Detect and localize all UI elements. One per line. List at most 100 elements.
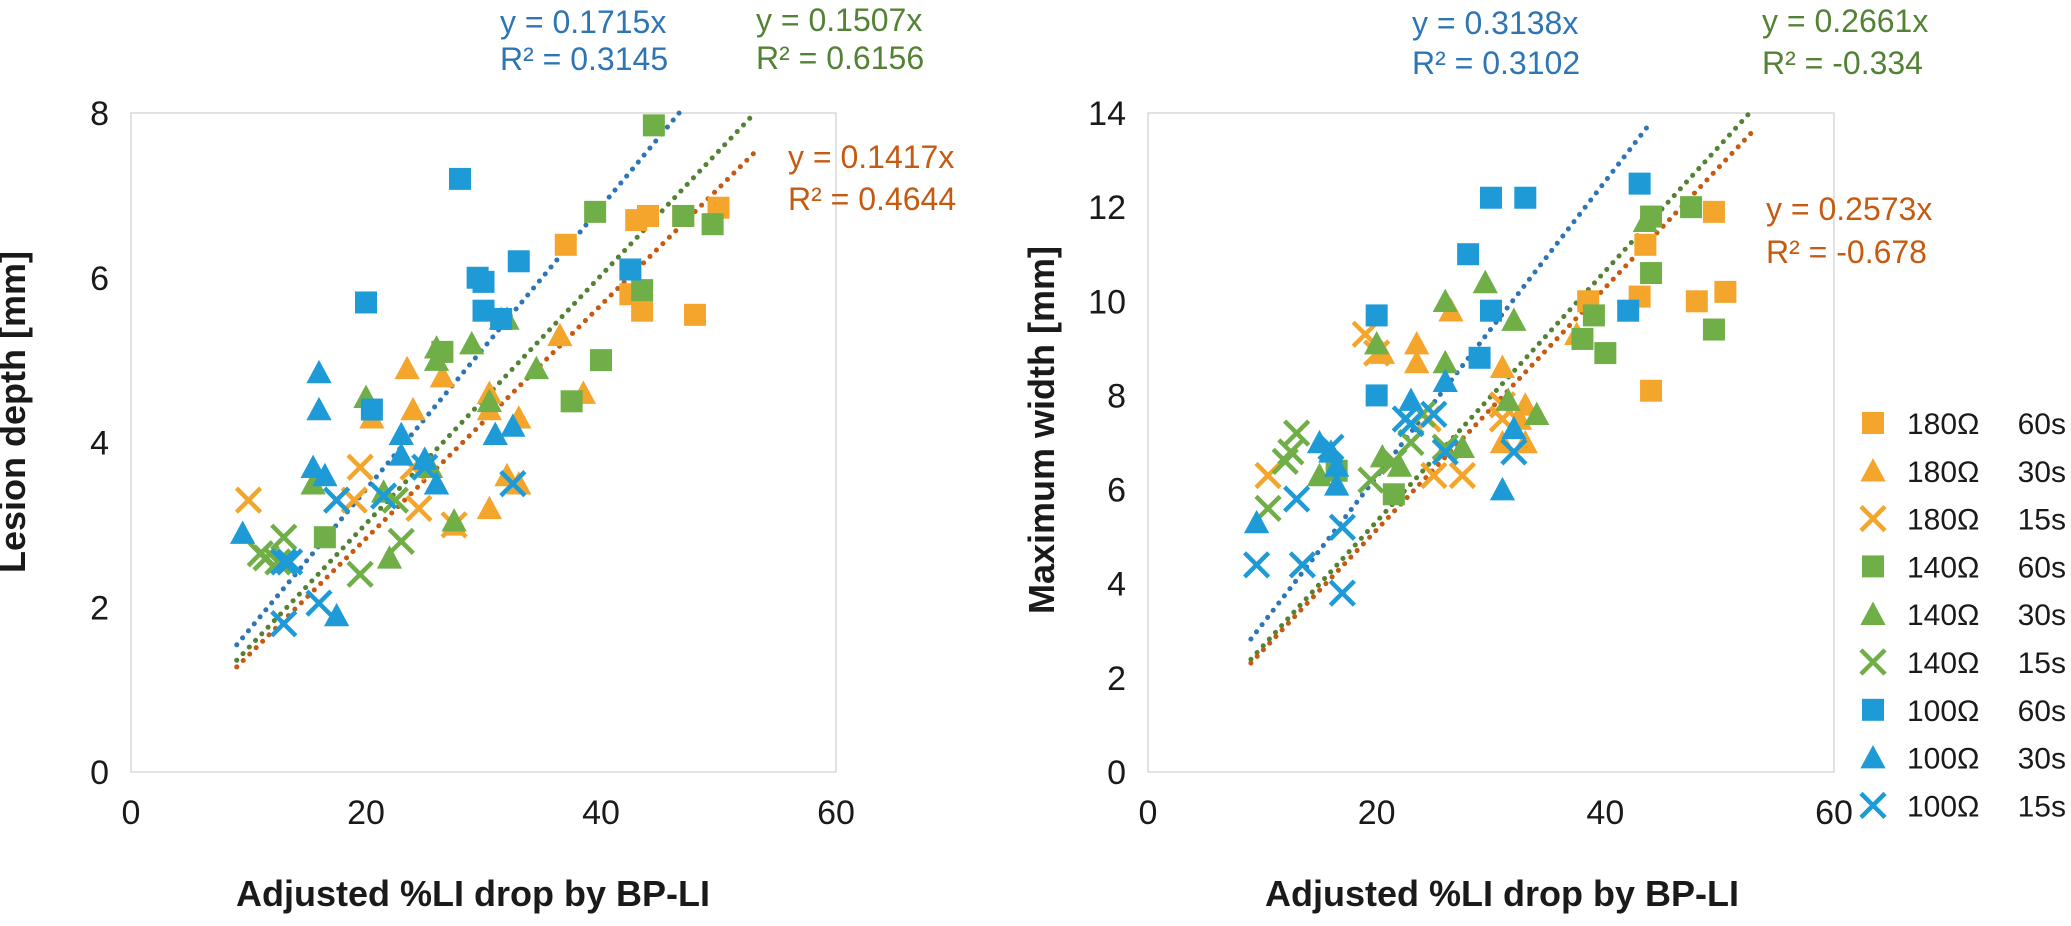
legend-marker bbox=[1862, 412, 1884, 434]
data-point-140-15s bbox=[1254, 494, 1282, 523]
data-point-180-30s bbox=[547, 322, 573, 347]
y-tick-label: 0 bbox=[1107, 754, 1126, 792]
data-point-180-30s bbox=[506, 471, 532, 495]
legend-item: 140Ω 60s bbox=[1862, 551, 2066, 584]
data-point-180-60s bbox=[631, 299, 654, 322]
data-point-100-30s bbox=[1398, 387, 1424, 411]
data-point-180-30s bbox=[394, 355, 420, 380]
legend-duration: 30s bbox=[2018, 743, 2066, 776]
legend-resistance: 100Ω bbox=[1907, 743, 1979, 776]
data-point-140-60s bbox=[631, 279, 654, 302]
data-point-100-60s bbox=[1480, 299, 1502, 322]
legend-resistance: 100Ω bbox=[1907, 790, 1979, 823]
y-tick-label: 2 bbox=[1107, 660, 1126, 698]
data-point-140-30s bbox=[423, 347, 450, 371]
r2-180: R² = 0.4644 bbox=[788, 181, 956, 217]
legend-resistance: 140Ω bbox=[1907, 599, 1979, 632]
data-point-180-60s bbox=[1685, 290, 1708, 313]
data-point-180-30s bbox=[400, 396, 426, 421]
x-axis-title: Adjusted %LI drop by BP-LI bbox=[1265, 873, 1739, 914]
r2-140: R² = -0.334 bbox=[1762, 45, 1923, 81]
data-point-100-15s bbox=[1242, 551, 1271, 579]
data-point-100-60s bbox=[490, 307, 513, 330]
data-point-100-30s bbox=[1501, 415, 1527, 440]
data-point-140-15s bbox=[1357, 466, 1385, 494]
y-tick-label: 0 bbox=[90, 754, 109, 792]
data-point-180-15s bbox=[346, 453, 374, 481]
data-point-140-60s bbox=[313, 526, 336, 549]
data-point-100-60s bbox=[507, 250, 530, 273]
y-tick-label: 4 bbox=[90, 425, 109, 463]
x-tick-label: 20 bbox=[1358, 794, 1396, 832]
legend-marker bbox=[1862, 555, 1884, 578]
data-point-140-30s bbox=[476, 388, 503, 413]
data-point-180-60s bbox=[684, 303, 706, 326]
data-point-100-30s bbox=[1324, 453, 1350, 477]
data-point-180-60s bbox=[1634, 233, 1657, 256]
y-tick-label: 4 bbox=[1107, 566, 1126, 604]
data-point-100-30s bbox=[482, 421, 508, 446]
data-point-140-30s bbox=[459, 331, 485, 355]
data-point-140-30s bbox=[1495, 387, 1521, 411]
y-tick-label: 2 bbox=[90, 589, 109, 627]
data-point-100-30s bbox=[500, 413, 526, 437]
data-point-100-15s bbox=[499, 470, 527, 498]
legend-item: 140Ω 30s bbox=[1860, 599, 2066, 632]
data-point-140-60s bbox=[1702, 318, 1725, 341]
data-point-140-30s bbox=[1632, 208, 1658, 233]
legend-duration: 60s bbox=[2018, 551, 2066, 584]
equation-180: y = 0.2573x bbox=[1766, 191, 1932, 227]
data-point-180-60s bbox=[554, 233, 577, 256]
data-point-100-60s bbox=[1365, 304, 1388, 327]
data-point-100-30s bbox=[312, 462, 338, 487]
data-point-100-30s bbox=[388, 442, 414, 466]
legend-item: 100Ω 30s bbox=[1860, 743, 2066, 776]
data-point-100-15s bbox=[1283, 485, 1311, 513]
data-point-100-60s bbox=[1617, 299, 1640, 322]
data-point-140-30s bbox=[1432, 349, 1458, 374]
legend-marker bbox=[1859, 791, 1887, 820]
data-point-100-30s bbox=[300, 454, 326, 478]
data-point-100-15s bbox=[1431, 438, 1459, 466]
data-point-100-30s bbox=[423, 471, 450, 495]
data-point-180-60s bbox=[1702, 200, 1725, 223]
data-points bbox=[1242, 172, 1737, 607]
data-point-140-60s bbox=[672, 204, 695, 227]
data-point-140-30s bbox=[1449, 434, 1476, 458]
equation-140: y = 0.1507x bbox=[756, 2, 922, 38]
data-point-180-30s bbox=[1404, 331, 1430, 355]
legend-marker bbox=[1862, 698, 1884, 721]
data-point-100-60s bbox=[360, 398, 383, 421]
y-tick-label: 8 bbox=[90, 95, 109, 133]
data-point-100-15s bbox=[1288, 551, 1316, 579]
trendlines bbox=[1248, 111, 1757, 666]
y-tick-label: 6 bbox=[90, 260, 109, 298]
legend-item: 100Ω 15s bbox=[1859, 790, 2066, 823]
data-point-140-30s bbox=[523, 355, 550, 380]
data-point-180-60s bbox=[1640, 379, 1663, 402]
data-points bbox=[229, 114, 730, 638]
legend-resistance: 180Ω bbox=[1907, 504, 1979, 537]
legend-duration: 15s bbox=[2018, 647, 2066, 680]
data-point-100-15s bbox=[369, 482, 398, 510]
data-point-140-30s bbox=[423, 335, 450, 359]
data-point-100-15s bbox=[1328, 513, 1356, 541]
y-tick-label: 10 bbox=[1088, 283, 1126, 321]
data-point-140-15s bbox=[387, 527, 415, 555]
r2-180: R² = -0.678 bbox=[1766, 234, 1927, 270]
data-point-100-15s bbox=[305, 589, 333, 617]
data-point-100-15s bbox=[322, 486, 351, 514]
data-point-140-30s bbox=[1432, 288, 1458, 313]
legend-marker bbox=[1859, 504, 1887, 533]
chart-right: 0 20 40 60 0 2 4 6 8 10 12 14 Adjusted %LI drop by … bbox=[1021, 3, 1932, 914]
legend-marker bbox=[1860, 458, 1886, 482]
r2-140: R² = 0.6156 bbox=[756, 40, 924, 76]
data-point-100-60s bbox=[619, 258, 642, 281]
trendline-100 bbox=[234, 105, 686, 648]
x-tick-label: 0 bbox=[122, 794, 141, 832]
data-point-100-30s bbox=[229, 520, 256, 544]
legend-resistance: 140Ω bbox=[1907, 647, 1979, 680]
trendline-140 bbox=[234, 111, 757, 663]
